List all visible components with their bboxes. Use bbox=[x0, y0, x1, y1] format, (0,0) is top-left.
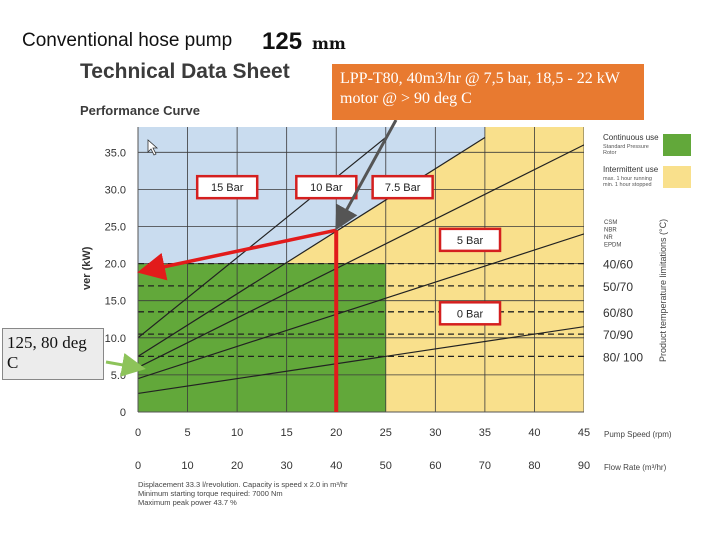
pressure-label-text: 5 Bar bbox=[457, 235, 484, 247]
x2-tick-label: 10 bbox=[181, 460, 193, 472]
y-tick-label: 25.0 bbox=[105, 222, 126, 234]
x2-tick-label: 70 bbox=[479, 460, 491, 472]
operating-point-arrow bbox=[137, 228, 337, 281]
y-tick-label: 15.0 bbox=[105, 296, 126, 308]
x2-tick-label: 60 bbox=[429, 460, 441, 472]
y-axis-label: ver (kW) bbox=[81, 246, 93, 290]
temperature-header: CSM bbox=[604, 220, 617, 226]
x-tick-label: 20 bbox=[330, 427, 342, 439]
size-temperature-note: 125, 80 deg C bbox=[2, 328, 104, 380]
tick-labels: 05.010.015.020.025.030.035.0005101020153… bbox=[81, 147, 672, 472]
series-line bbox=[138, 136, 486, 357]
x2-tick-label: 80 bbox=[528, 460, 540, 472]
x2-tick-label: 30 bbox=[281, 460, 293, 472]
pressure-label-box bbox=[438, 227, 502, 253]
legend-label: Continuous use bbox=[603, 133, 659, 142]
temperature-header: NBR bbox=[604, 228, 617, 234]
legend-swatch bbox=[663, 166, 691, 188]
mouse-cursor-icon bbox=[147, 139, 159, 156]
section-title: Performance Curve bbox=[80, 103, 200, 118]
temperature-label: 40/60 bbox=[603, 258, 633, 272]
legend-sub: Standard Pressure bbox=[603, 144, 649, 150]
temperature-label: 70/90 bbox=[603, 328, 633, 342]
pressure-label-text: 0 Bar bbox=[457, 308, 484, 320]
x-tick-label: 35 bbox=[479, 427, 491, 439]
y-tick-label: 20.0 bbox=[105, 259, 126, 271]
x2-tick-label: 20 bbox=[231, 460, 243, 472]
footnote: Maximum peak power 43.7 % bbox=[138, 498, 237, 507]
temperature-axis-title: Product temperature limitations (°C) bbox=[658, 219, 668, 362]
pressure-label-text: 7.5 Bar bbox=[385, 182, 421, 194]
pressure-label-box bbox=[438, 301, 502, 326]
x2-tick-label: 40 bbox=[330, 460, 342, 472]
pressure-label-text: 10 Bar bbox=[310, 182, 343, 194]
y-tick-label: 5.0 bbox=[111, 370, 126, 382]
x-tick-label: 45 bbox=[578, 427, 590, 439]
sheet-title: Technical Data Sheet bbox=[80, 60, 290, 83]
temperature-label: 60/80 bbox=[603, 306, 633, 320]
x-tick-label: 5 bbox=[184, 427, 190, 439]
operating-point-annotation bbox=[105, 119, 398, 412]
pressure-label-box bbox=[195, 174, 259, 200]
legend-swatch bbox=[663, 134, 691, 156]
x-axis-label: Pump Speed (rpm) bbox=[604, 430, 672, 439]
legend-label: Intermittent use bbox=[603, 165, 659, 174]
slide-title: Conventional hose pump bbox=[22, 30, 233, 51]
pump-size-value: 125 bbox=[262, 28, 303, 55]
x2-axis-label: Flow Rate (m³/hr) bbox=[604, 463, 667, 472]
pressure-curves bbox=[138, 136, 584, 395]
temperature-label: 80/ 100 bbox=[603, 350, 643, 364]
callout-pointer bbox=[335, 119, 398, 231]
x-tick-label: 25 bbox=[380, 427, 392, 439]
x-tick-label: 15 bbox=[281, 427, 293, 439]
x-tick-label: 40 bbox=[528, 427, 540, 439]
x-tick-label: 10 bbox=[231, 427, 243, 439]
y-tick-label: 35.0 bbox=[105, 147, 126, 159]
legend-sub: max. 1 hour running bbox=[603, 176, 652, 182]
pressure-label-box bbox=[371, 174, 434, 200]
x-tick-label: 0 bbox=[135, 427, 141, 439]
pressure-label-text: 15 Bar bbox=[211, 182, 244, 194]
footnotes: Displacement 33.3 l/revolution. Capacity… bbox=[138, 480, 348, 507]
y-tick-label: 30.0 bbox=[105, 184, 126, 196]
temperature-header: NR bbox=[604, 235, 613, 241]
series-line bbox=[138, 144, 584, 369]
x-tick-label: 30 bbox=[429, 427, 441, 439]
footnote: Displacement 33.3 l/revolution. Capacity… bbox=[138, 480, 348, 489]
series-line bbox=[138, 233, 584, 380]
legend-sub: min. 1 hour stopped bbox=[603, 182, 652, 188]
pump-size-unit: mm bbox=[312, 34, 346, 53]
series-line bbox=[138, 326, 584, 395]
model-callout: LPP-T80, 40m3/hr @ 7,5 bar, 18,5 - 22 kW… bbox=[332, 64, 644, 120]
y-tick-label: 0 bbox=[120, 407, 126, 419]
legend-sub: Rotor bbox=[603, 150, 617, 156]
x2-tick-label: 0 bbox=[135, 460, 141, 472]
temperature-label: 50/70 bbox=[603, 280, 633, 294]
x2-tick-label: 50 bbox=[380, 460, 392, 472]
temperature-lines bbox=[138, 262, 584, 358]
temperature-header: EPDM bbox=[604, 243, 621, 249]
footnote: Minimum starting torque required: 7000 N… bbox=[138, 489, 283, 498]
pressure-label-box bbox=[295, 174, 358, 200]
x2-tick-label: 90 bbox=[578, 460, 590, 472]
series-line bbox=[138, 136, 387, 339]
side-note-pointer bbox=[105, 353, 146, 377]
pressure-labels: 15 Bar 10 Bar 7.5 Bar 5 Bar 0 Bar bbox=[195, 174, 502, 326]
y-tick-label: 10.0 bbox=[105, 333, 126, 345]
